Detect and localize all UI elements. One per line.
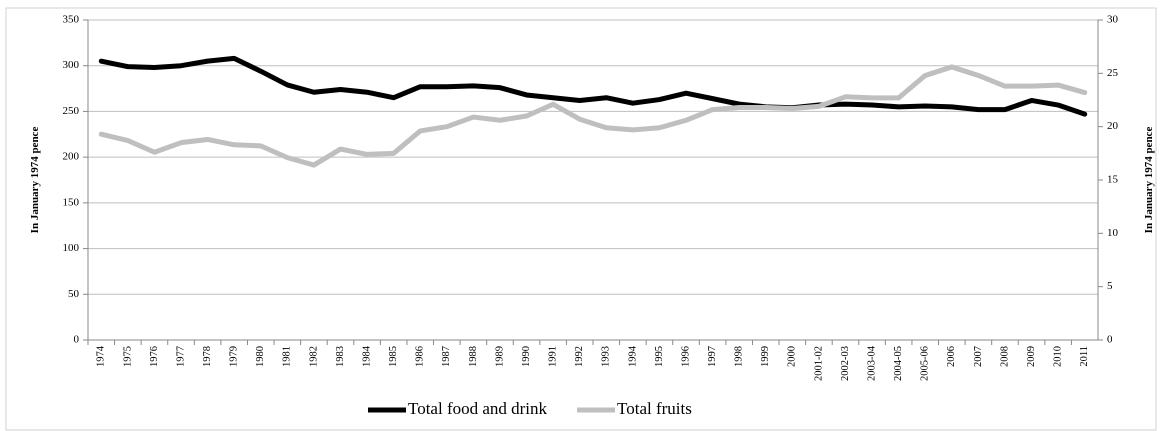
x-tick-label: 2004-05 [893, 346, 904, 381]
x-tick-label: 1994 [627, 345, 638, 367]
x-tick-label: 1982 [308, 346, 319, 367]
y-tick-label: 200 [63, 151, 80, 163]
x-tick-label: 1987 [441, 346, 452, 367]
x-tick-label: 2008 [999, 346, 1010, 367]
x-tick-label: 1988 [468, 346, 479, 367]
x-tick-label: 1997 [707, 346, 718, 367]
x-tick-label: 1991 [548, 346, 559, 367]
x-tick-label: 1993 [601, 346, 612, 367]
x-tick-label: 1983 [335, 346, 346, 367]
y-tick-label: 150 [63, 196, 80, 208]
x-tick-label: 2002-03 [840, 346, 851, 381]
x-tick-label: 2009 [1026, 346, 1037, 367]
x-tick-label: 2003-04 [866, 345, 877, 381]
y2-axis-title: In January 1974 pence [1143, 127, 1155, 234]
x-tick-label: 1977 [175, 346, 186, 367]
x-tick-label: 1979 [229, 346, 240, 367]
y2-tick-label: 25 [1107, 67, 1119, 79]
x-tick-label: 2010 [1053, 346, 1064, 367]
y-axis-title: In January 1974 pence [29, 127, 41, 234]
y2-tick-label: 10 [1107, 227, 1119, 239]
data-line [98, 55, 1088, 117]
x-tick-label: 1980 [255, 346, 266, 367]
y2-tick-label: 20 [1107, 120, 1119, 132]
legend-label: Total food and drink [408, 399, 548, 418]
x-tick-label: 1984 [361, 345, 372, 367]
x-tick-label: 1981 [282, 346, 293, 367]
x-tick-label: 1998 [734, 346, 745, 367]
x-tick-label: 1989 [494, 346, 505, 367]
chart-frame [5, 7, 1157, 431]
y2-tick-label: 30 [1107, 14, 1119, 26]
x-tick-label: 2001-02 [813, 346, 824, 381]
x-tick-label: 2007 [973, 346, 984, 367]
y-tick-label: 100 [63, 242, 80, 254]
x-tick-label: 1986 [415, 346, 426, 367]
x-tick-label: 1995 [654, 346, 665, 367]
y2-tick-label: 0 [1107, 334, 1113, 346]
x-tick-label: 1992 [574, 346, 585, 367]
x-tick-label: 1996 [680, 346, 691, 367]
x-tick-label: 2005-06 [920, 346, 931, 381]
x-tick-label: 1976 [149, 346, 160, 367]
y-tick-label: 50 [68, 288, 80, 300]
x-tick-label: 2006 [946, 346, 957, 367]
x-tick-label: 1978 [202, 346, 213, 367]
legend-label: Total fruits [617, 399, 692, 418]
x-tick-label: 1975 [122, 346, 133, 367]
x-tick-label: 1974 [96, 345, 107, 367]
x-tick-label: 1990 [521, 346, 532, 367]
y2-tick-label: 15 [1107, 174, 1119, 186]
y-tick-label: 250 [63, 105, 80, 117]
x-tick-label: 2000 [787, 346, 798, 367]
x-tick-label: 1985 [388, 346, 399, 367]
y2-tick-label: 5 [1107, 280, 1113, 292]
data-line [98, 64, 1088, 168]
y-tick-label: 350 [63, 14, 80, 26]
x-tick-label: 1999 [760, 346, 771, 367]
y-tick-label: 300 [63, 59, 80, 71]
x-tick-label: 2011 [1079, 346, 1090, 367]
y-tick-label: 0 [74, 334, 80, 346]
